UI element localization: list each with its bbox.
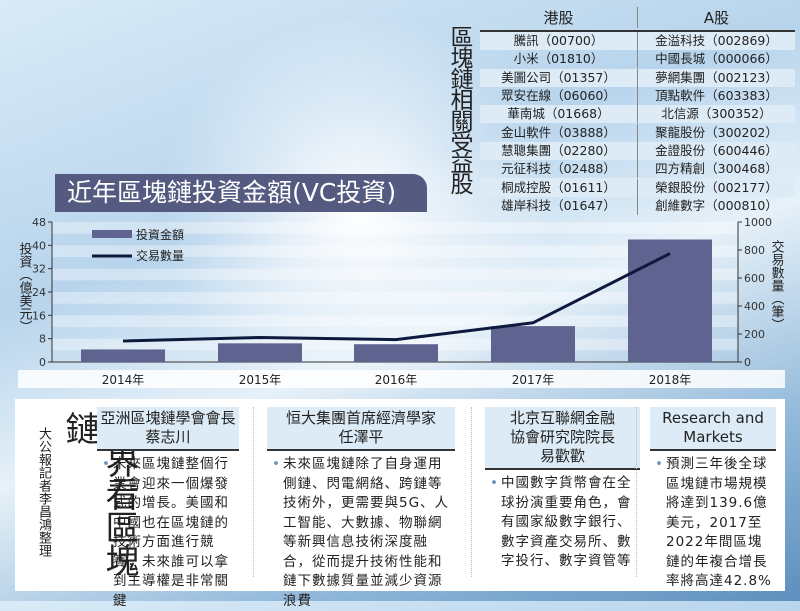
right-tick-label: 200 <box>744 328 765 341</box>
x-tick-label: 2015年 <box>239 373 282 387</box>
opinion-header: 恒大集團首席經濟學家 任澤平 <box>267 407 455 451</box>
bar-2017年 <box>491 326 575 362</box>
hk-share-cell: 美圖公司（01357） <box>480 68 638 87</box>
table-row: 華南城（01668） 北信源（300352） <box>480 105 795 124</box>
opinion-column: Research andMarkets預測三年後全球區塊鏈市場規模將達到139.… <box>650 407 776 592</box>
x-tick-label: 2014年 <box>102 373 145 387</box>
x-tick-label: 2016年 <box>375 373 418 387</box>
a-share-cell: 夢網集團（002123） <box>655 69 778 85</box>
hk-share-cell: 雄岸科技（01647） <box>480 196 638 215</box>
table-row: 桐成控股（01611） 榮銀股份（002177） <box>480 178 795 197</box>
table-row: 慧聰集團（02280） 金證股份（600446） <box>480 141 795 161</box>
chart: 0 8 16 24 32 40 48 0 200 400 600 800 1000 2014年 2015年 2… <box>17 216 785 388</box>
table-row: 小米（01810） 中國長城（000066） <box>480 50 795 69</box>
left-tick-label: 16 <box>32 309 46 322</box>
opinion-header-line: Research and <box>662 409 764 427</box>
header-a: A股 <box>703 8 730 27</box>
left-tick-label: 8 <box>39 333 46 346</box>
opinion-header-line: 蔡志川 <box>145 428 191 446</box>
hk-share-cell: 騰訊（00700） <box>480 32 638 51</box>
a-share-cell: 頂點軟件（603383） <box>655 88 778 104</box>
hk-share-cell: 桐成控股（01611） <box>480 178 638 197</box>
left-tick-label: 0 <box>39 356 46 369</box>
legend-line-label: 交易數量 <box>136 248 184 263</box>
hk-share-cell: 小米（01810） <box>480 50 638 69</box>
right-tick-label: 400 <box>744 300 765 313</box>
hk-share-cell: 眾安在線（06060） <box>480 87 638 106</box>
hk-share-cell: 元征科技（02488） <box>480 160 638 179</box>
opinion-text: 未來區塊鏈整個行業會迎來一個爆發式的增長。美國和中國也在區塊鏈的技術方面進行競賽… <box>97 451 239 611</box>
opinion-header-line: 亞洲區塊鏈學會會長 <box>100 409 236 427</box>
opinion-text: 預測三年後全球區塊鏈市場規模將達到139.6億美元，2017至2022年間區塊鏈… <box>650 451 776 592</box>
opinion-header: 北京互聯網金融 協會研究院院長 易歡歡 <box>485 407 640 470</box>
hk-share-cell: 華南城（01668） <box>480 105 638 124</box>
right-tick-label: 800 <box>744 244 765 257</box>
hk-share-cell: 金山軟件（03888） <box>480 123 638 142</box>
opinion-column: 北京互聯網金融協會研究院院長易歡歡中國數字貨幣會在全球扮演重要角色，會有國家級數… <box>485 407 640 572</box>
table-row: 眾安在線（06060） 頂點軟件（603383） <box>480 87 795 106</box>
opinion-header: Research and Markets <box>650 407 776 451</box>
x-axis-band <box>18 370 785 388</box>
byline: 大公報記者李昌鴻整理 <box>36 427 51 557</box>
bar-2014年 <box>81 349 165 362</box>
grid-band <box>52 268 738 281</box>
header-hk: 港股 <box>480 6 638 28</box>
bar-2015年 <box>218 343 302 362</box>
x-tick-label: 2017年 <box>512 373 555 387</box>
x-tick-label: 2018年 <box>649 373 692 387</box>
stocks-title: 區塊鏈相關受益股 <box>450 25 474 198</box>
grid-band <box>52 315 738 327</box>
table-row: 美圖公司（01357） 夢網集團（002123） <box>480 68 795 87</box>
table-header: 港股 A股 <box>480 4 795 32</box>
a-share-cell: 聚龍股份（300202） <box>655 124 778 140</box>
column-divider <box>471 407 472 577</box>
left-tick-label: 48 <box>32 216 46 229</box>
grid-band <box>52 292 738 304</box>
opinion-column: 恒大集團首席經濟學家任澤平未來區塊鏈除了自身運用側鏈、閃電網絡、跨鏈等技術外，更… <box>267 407 455 611</box>
a-share-cell: 創維數字（000810） <box>655 197 778 213</box>
chart-title: 近年區塊鏈投資金額(VC投資) <box>55 174 427 212</box>
a-share-cell: 金證股份（600446） <box>655 142 778 158</box>
a-share-cell: 榮銀股份（002177） <box>655 179 778 195</box>
a-share-cell: 北信源（300352） <box>661 106 772 122</box>
opinion-text: 中國數字貨幣會在全球扮演重要角色，會有國家級數字銀行、數字資產交易所、數字投行、… <box>485 470 640 572</box>
right-axis-title: 交易數量（筆） <box>769 239 785 331</box>
opinion-column: 亞洲區塊鏈學會會長蔡志川未來區塊鏈整個行業會迎來一個爆發式的增長。美國和中國也在… <box>97 407 239 611</box>
table-row: 雄岸科技（01647） 創維數字（000810） <box>480 196 795 215</box>
bar-2016年 <box>354 344 438 362</box>
legend-bar-label: 投資金額 <box>136 227 184 242</box>
hk-share-cell: 慧聰集團（02280） <box>480 141 638 160</box>
bar-2018年 <box>628 239 712 362</box>
table-row: 騰訊（00700） 金溢科技（002869） <box>480 32 795 51</box>
column-divider <box>636 407 637 577</box>
opinion-header-line: 任澤平 <box>338 428 384 446</box>
opinion-header-line: 協會研究院院長 <box>509 428 615 446</box>
opinions-panel: 大公報記者李昌鴻整理 各界看區塊鏈 亞洲區塊鏈學會會長蔡志川未來區塊鏈整個行業會… <box>15 399 785 609</box>
left-tick-label: 32 <box>32 263 46 276</box>
grid-band <box>52 222 738 234</box>
left-tick-label: 24 <box>32 286 46 299</box>
table-row: 金山軟件（03888） 聚龍股份（300202） <box>480 123 795 142</box>
opinion-text: 未來區塊鏈除了自身運用側鏈、閃電網絡、跨鏈等技術外，更需要與5G、人工智能、大數… <box>267 451 455 611</box>
left-tick-label: 40 <box>32 239 46 252</box>
opinion-header: 亞洲區塊鏈學會會長 蔡志川 <box>97 407 239 451</box>
a-share-cell: 中國長城（000066） <box>655 51 778 67</box>
right-tick-label: 1000 <box>744 216 772 229</box>
opinion-header-line: Markets <box>683 428 743 446</box>
opinion-header-line: 易歡歡 <box>539 447 585 465</box>
opinion-header-line: 恒大集團首席經濟學家 <box>285 409 436 427</box>
column-divider <box>253 407 254 577</box>
left-axis-title: 投資（億美元） <box>17 241 33 333</box>
table-row: 元征科技（02488） 四方精創（300468） <box>480 160 795 179</box>
grid-band <box>52 245 738 257</box>
a-share-cell: 金溢科技（002869） <box>655 33 778 49</box>
right-tick-label: 0 <box>744 356 751 369</box>
stocks-table: 港股 A股 騰訊（00700） 金溢科技（002869） 小米（01810） 中國長城… <box>480 4 795 215</box>
right-tick-label: 600 <box>744 272 765 285</box>
a-share-cell: 四方精創（300468） <box>655 161 778 177</box>
legend-bar-swatch <box>92 230 132 238</box>
trade-count-line <box>122 252 671 343</box>
opinion-header-line: 北京互聯網金融 <box>509 409 615 427</box>
